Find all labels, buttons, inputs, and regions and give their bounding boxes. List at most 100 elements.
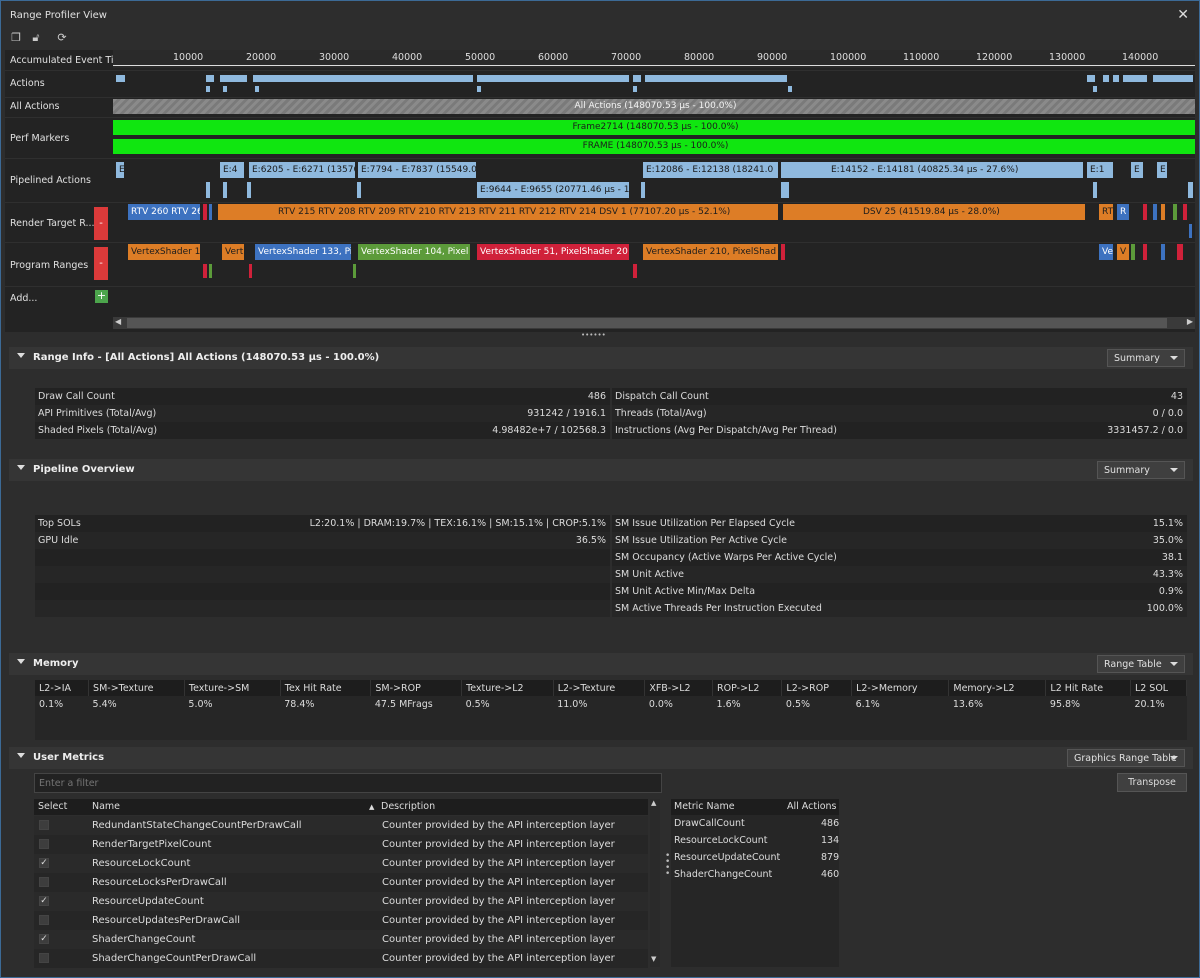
select-checkbox[interactable] xyxy=(39,877,49,887)
remove-program-ranges-button[interactable]: - xyxy=(94,247,108,280)
rt-bar[interactable]: RTV 260 RTV 26 xyxy=(128,204,200,220)
memory-column-header[interactable]: XFB->L2 xyxy=(644,680,714,696)
window-title: Range Profiler View xyxy=(10,10,107,21)
program-bar[interactable]: VertexShader 104, Pixel xyxy=(358,244,470,260)
memory-column-header[interactable]: L2->Texture xyxy=(553,680,646,696)
memory-column-header[interactable]: L2->Memory xyxy=(851,680,950,696)
program-bar[interactable]: VertexShader 51, PixelShader 20 xyxy=(477,244,629,260)
select-checkbox[interactable] xyxy=(39,839,49,849)
metric-description: Counter provided by the API interception… xyxy=(382,934,615,945)
pipelined-bar[interactable]: E:4 xyxy=(220,162,244,178)
pipelined-bar[interactable]: E xyxy=(116,162,124,178)
col-description[interactable]: Description xyxy=(381,801,436,812)
program-ranges-track[interactable]: VertexShader 1 Vert VertexShader 133, Pi… xyxy=(113,244,1195,284)
splitter-handle[interactable]: •••••• xyxy=(581,331,606,339)
refresh-icon[interactable]: ⟳ xyxy=(57,31,67,44)
memory-column-header[interactable]: L2 SOL xyxy=(1130,680,1188,696)
collapse-icon[interactable] xyxy=(17,353,25,358)
remove-render-target-button[interactable]: - xyxy=(94,207,108,240)
metric-list-row[interactable]: ✓ ResourceLockCount Counter provided by th… xyxy=(34,854,648,873)
pipelined-bar[interactable]: E:1 xyxy=(1087,162,1113,178)
program-bar[interactable]: VertexShader 1 xyxy=(128,244,200,260)
memory-column-header[interactable]: L2 Hit Rate xyxy=(1045,680,1131,696)
pipelined-bar[interactable]: E:6205 - E:6271 (13576.40 µs - 9.2%) xyxy=(249,162,355,178)
pipelined-bar[interactable]: E xyxy=(1131,162,1143,178)
memory-column-header[interactable]: L2->ROP xyxy=(781,680,853,696)
rt-bar[interactable]: RT xyxy=(1099,204,1113,220)
metric-list-row[interactable]: ✓ ResourceUpdateCount Counter provided by … xyxy=(34,892,648,911)
program-bar[interactable]: VertexShader 210, PixelShad xyxy=(643,244,778,260)
metric-list-row[interactable]: RenderTargetPixelCount Counter provided b… xyxy=(34,835,648,854)
metric-filter-input[interactable] xyxy=(34,773,662,793)
frame-bar[interactable]: FRAME (148070.53 µs - 100.0%) xyxy=(113,139,1195,154)
memory-column-header[interactable]: Memory->L2 xyxy=(948,680,1047,696)
user-metrics-header[interactable]: User Metrics Graphics Range Table xyxy=(9,747,1193,769)
select-checkbox[interactable]: ✓ xyxy=(39,896,49,906)
range-info-header[interactable]: Range Info - [All Actions] All Actions (… xyxy=(9,347,1193,369)
pipelined-bar[interactable]: E:14152 - E:14181 (40825.34 µs - 27.6%) xyxy=(781,162,1083,178)
select-checkbox[interactable] xyxy=(39,915,49,925)
memory-column-header[interactable]: SM->ROP xyxy=(370,680,463,696)
perf-markers-track[interactable]: Frame2714 (148070.53 µs - 100.0%) FRAME … xyxy=(113,118,1195,158)
metric-value: 43 xyxy=(1170,391,1183,402)
metric-list-row[interactable]: ✓ ShaderChangeCount Counter provided by th… xyxy=(34,930,648,949)
lock-icon[interactable]: 🔓︎ xyxy=(32,31,40,44)
program-bar[interactable]: VertexShader 133, Pi xyxy=(255,244,351,260)
col-select[interactable]: Select xyxy=(38,801,68,812)
timeline-scrollbar[interactable]: ◀ ▶ xyxy=(113,317,1195,329)
memory-column-header[interactable]: L2->IA xyxy=(35,680,90,696)
render-target-track[interactable]: RTV 260 RTV 26 RTV 215 RTV 208 RTV 209 R… xyxy=(113,204,1195,244)
user-metrics-mode-select[interactable]: Graphics Range Table xyxy=(1067,749,1185,767)
metric-list-row[interactable]: RedundantStateChangeCountPerDrawCall Coun… xyxy=(34,816,648,835)
col-metric-name[interactable]: Metric Name xyxy=(674,801,735,812)
memory-header[interactable]: Memory Range Table xyxy=(9,653,1193,675)
select-checkbox[interactable]: ✓ xyxy=(39,858,49,868)
transpose-button[interactable]: Transpose xyxy=(1117,773,1187,792)
metrics-list-scrollbar[interactable]: ▲ ▼ xyxy=(650,799,660,967)
rt-bar[interactable]: RTV 215 RTV 208 RTV 209 RTV 210 RTV 213 … xyxy=(218,204,778,220)
copy-icon[interactable]: ❐ xyxy=(11,31,21,44)
select-checkbox[interactable]: ✓ xyxy=(39,934,49,944)
actions-track[interactable] xyxy=(113,72,1195,96)
metric-list-row[interactable]: ResourceLocksPerDrawCall Counter provided… xyxy=(34,873,648,892)
collapse-icon[interactable] xyxy=(17,465,25,470)
memory-column-header[interactable]: Tex Hit Rate xyxy=(280,680,372,696)
pipeline-mode-select[interactable]: Summary xyxy=(1097,461,1185,479)
range-info-mode-select[interactable]: Summary xyxy=(1107,349,1185,367)
col-name[interactable]: Name xyxy=(92,801,121,812)
memory-column-header[interactable]: SM->Texture xyxy=(88,680,185,696)
metric-list-row[interactable]: ShaderChangeCountPerDrawCall Counter prov… xyxy=(34,949,648,968)
rt-bar[interactable]: R xyxy=(1117,204,1129,220)
time-ruler[interactable]: 10000 20000 30000 40000 50000 60000 70000 80000… xyxy=(113,50,1195,68)
memory-column-header[interactable]: ROP->L2 xyxy=(712,680,783,696)
pane-splitter[interactable]: • • • • xyxy=(665,851,671,879)
add-row-button[interactable]: + xyxy=(95,289,108,303)
range-info-row: Threads (Total/Avg) 0 / 0.0 xyxy=(612,405,1187,422)
axis-label: Accumulated Event Time xyxy=(10,55,129,66)
pipelined-bar[interactable]: E:9644 - E:9655 (20771.46 µs - 14.0%) xyxy=(477,182,629,198)
frame2714-bar[interactable]: Frame2714 (148070.53 µs - 100.0%) xyxy=(113,120,1195,135)
col-all-actions[interactable]: All Actions xyxy=(787,801,837,812)
program-bar[interactable]: V xyxy=(1117,244,1129,260)
pipelined-bar[interactable]: E:7794 - E:7837 (15549.00 µs - 10.5%) xyxy=(358,162,476,178)
select-checkbox[interactable] xyxy=(39,820,49,830)
sort-asc-icon[interactable]: ▲ xyxy=(369,803,375,811)
memory-column-header[interactable]: Texture->SM xyxy=(184,680,281,696)
all-actions-track[interactable]: All Actions (148070.53 µs - 100.0%) xyxy=(113,98,1195,115)
memory-mode-select[interactable]: Range Table xyxy=(1097,655,1185,673)
pipelined-track[interactable]: E E:4 E:6205 - E:6271 (13576.40 µs - 9.2… xyxy=(113,160,1195,200)
memory-column-header[interactable]: Texture->L2 xyxy=(461,680,554,696)
close-icon[interactable]: ✕ xyxy=(1177,7,1189,23)
pipelined-bar[interactable]: E:12086 - E:12138 (18241.0 xyxy=(643,162,778,178)
metric-list-row[interactable]: ResourceUpdatesPerDrawCall Counter provid… xyxy=(34,911,648,930)
select-checkbox[interactable] xyxy=(39,953,49,963)
pipelined-bar[interactable]: E xyxy=(1157,162,1167,178)
pipeline-overview-header[interactable]: Pipeline Overview Summary xyxy=(9,459,1193,481)
program-bar[interactable]: Vert xyxy=(222,244,244,260)
rt-bar[interactable]: DSV 25 (41519.84 µs - 28.0%) xyxy=(783,204,1085,220)
collapse-icon[interactable] xyxy=(17,753,25,758)
program-bar[interactable]: Ve xyxy=(1099,244,1113,260)
collapse-icon[interactable] xyxy=(17,659,25,664)
memory-cell: 0.5% xyxy=(785,698,811,710)
all-actions-bar[interactable]: All Actions (148070.53 µs - 100.0%) xyxy=(113,99,1195,114)
